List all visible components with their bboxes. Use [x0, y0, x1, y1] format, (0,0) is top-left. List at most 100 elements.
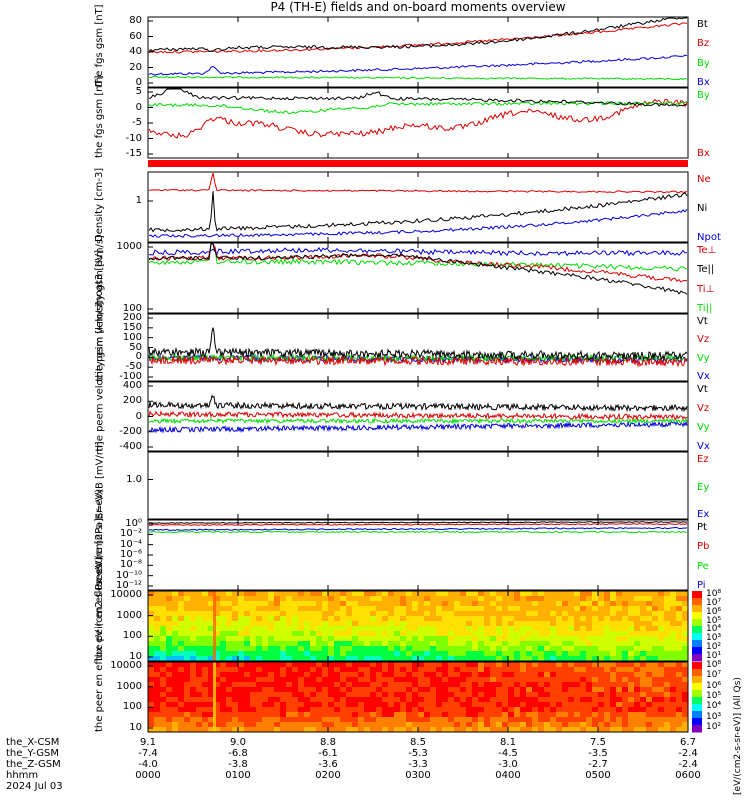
colorbar-tick-label: 10² — [706, 642, 722, 653]
xaxis-tick-label: -3.6 — [318, 759, 338, 770]
xaxis-tick-label: 6.7 — [680, 737, 696, 748]
bx-zoom-trace — [148, 98, 688, 139]
bt-trace — [148, 17, 687, 53]
xaxis-tick-label: 0000 — [135, 770, 161, 781]
colorbar-tick-label: 10³ — [706, 633, 722, 644]
y-tick-label: -50 — [125, 361, 142, 373]
by-zoom-trace — [148, 100, 688, 115]
y-tick-label: 200 — [122, 395, 142, 407]
legend-entry: Ti|| — [697, 303, 713, 314]
y-tick-label: -200 — [119, 425, 142, 437]
pe-trace — [149, 530, 688, 534]
y-tick-label: 400 — [122, 380, 142, 391]
legend-entry: Pi — [697, 580, 706, 591]
xaxis-row-label: the_Z-GSM — [6, 759, 61, 770]
y-tick-label: 100 — [122, 630, 142, 642]
xaxis-tick-label: -3.3 — [408, 759, 428, 770]
xaxis-tick-label: 8.5 — [410, 737, 426, 748]
xaxis-tick-label: 0200 — [315, 770, 341, 781]
legend-entry: Npot — [697, 232, 721, 243]
y-tick-label: 80 — [129, 15, 142, 26]
legend-entry: Pe — [697, 560, 709, 572]
peem-vt-trace — [148, 394, 688, 413]
bx-trace — [148, 54, 688, 76]
ni-trace — [148, 191, 688, 233]
xaxis-tick-label: 0100 — [225, 770, 251, 781]
colorbar-tick-label: 10⁵ — [706, 615, 722, 626]
y-tick-label: 100 — [122, 701, 142, 713]
y-tick-label: 0 — [135, 351, 142, 363]
y-tick-label: 5 — [135, 86, 142, 97]
xaxis-tick-label: -2.7 — [588, 759, 608, 770]
xaxis-tick-label: 0500 — [585, 770, 611, 781]
bz-trace — [148, 22, 688, 54]
colorbar-tick-label: 10⁸ — [706, 660, 722, 670]
legend-entry: Te|| — [697, 264, 715, 276]
legend-entry: Vz — [697, 403, 710, 414]
bz-zoom-trace — [148, 88, 688, 107]
xaxis-tick-label: -3.0 — [498, 759, 518, 770]
y-tick-label: 10⁻¹² — [115, 580, 142, 591]
legend-entry: Ex — [697, 509, 710, 520]
y-tick-label: 1000 — [116, 241, 142, 252]
chart-title: P4 (TH-E) fields and on-board moments ov… — [270, 0, 566, 14]
colorbar-title: [eV/(cm2-s-sr-eV)] (All Qs) — [733, 677, 743, 795]
peim-vz-trace — [148, 354, 688, 368]
y-tick-label: -5 — [132, 117, 142, 128]
peer-spike — [213, 662, 216, 732]
legend-entry: Ez — [697, 454, 709, 465]
xaxis-tick-label: 9.0 — [230, 737, 246, 748]
y-tick-label: 10⁰ — [125, 518, 142, 529]
peem-vy-trace — [148, 417, 688, 425]
colorbar-tick-label: 10⁷ — [706, 670, 722, 681]
y-tick-label: 50 — [129, 341, 142, 353]
y-tick-label: 100 — [122, 303, 142, 314]
pi-trace — [148, 526, 688, 532]
y-tick-label: 1 — [135, 195, 142, 206]
legend-entry: Ni — [697, 203, 708, 214]
colorbar-tick-label: 10⁵ — [706, 691, 722, 701]
xaxis-tick-label: 8.1 — [500, 737, 516, 748]
colorbar-tick-label: 10⁶ — [706, 606, 722, 617]
legend-entry: Vt — [697, 384, 708, 395]
y-tick-label: 10⁻² — [119, 528, 142, 540]
y-tick-label: 1000 — [116, 609, 142, 621]
legend-entry: Bx — [697, 77, 710, 88]
xaxis-tick-label: -6.1 — [318, 748, 338, 759]
xaxis-tick-label: 0600 — [675, 770, 701, 781]
colorbar-tick-label: 10³ — [706, 711, 722, 722]
te-par-trace — [148, 243, 688, 295]
legend-entry: Bx — [697, 148, 710, 159]
peim-vy-trace — [148, 353, 688, 363]
legend-entry: Bt — [697, 19, 708, 30]
colorbar-tick-label: 10⁸ — [706, 589, 722, 599]
y-tick-label: 0 — [135, 77, 142, 88]
xaxis-tick-label: 9.1 — [140, 737, 156, 748]
y-tick-label: 10 — [129, 651, 142, 662]
y-tick-label: 20 — [129, 61, 142, 73]
legend-entry: Pb — [697, 541, 710, 553]
peim-vt-trace — [148, 327, 688, 362]
legend-entry: Vx — [697, 371, 710, 382]
ne-trace — [148, 172, 688, 194]
colorbar — [692, 662, 702, 733]
y-tick-label: 150 — [122, 321, 142, 333]
colorbar-tick-label: 10¹ — [706, 651, 722, 661]
y-tick-label: 100 — [122, 331, 142, 343]
xaxis-tick-label: -4.0 — [138, 759, 158, 770]
y-tick-label: 0 — [135, 101, 142, 113]
y-tick-label: 1000 — [116, 680, 142, 692]
y-tick-label: 60 — [129, 30, 142, 42]
peer-spectrogram — [148, 662, 688, 732]
npot-trace — [148, 208, 688, 238]
xaxis-tick-label: -3.8 — [228, 759, 248, 770]
legend-entry: Vx — [697, 441, 710, 452]
panel-ylabel: the fgs gsm [nT] — [94, 75, 105, 158]
legend-entry: Ne — [697, 174, 711, 185]
y-tick-label: 10⁻⁶ — [119, 549, 142, 560]
xaxis-tick-label: 7.5 — [590, 737, 606, 748]
ti-par-trace — [148, 243, 688, 272]
colorbar-tick-label: 10⁷ — [706, 597, 722, 608]
